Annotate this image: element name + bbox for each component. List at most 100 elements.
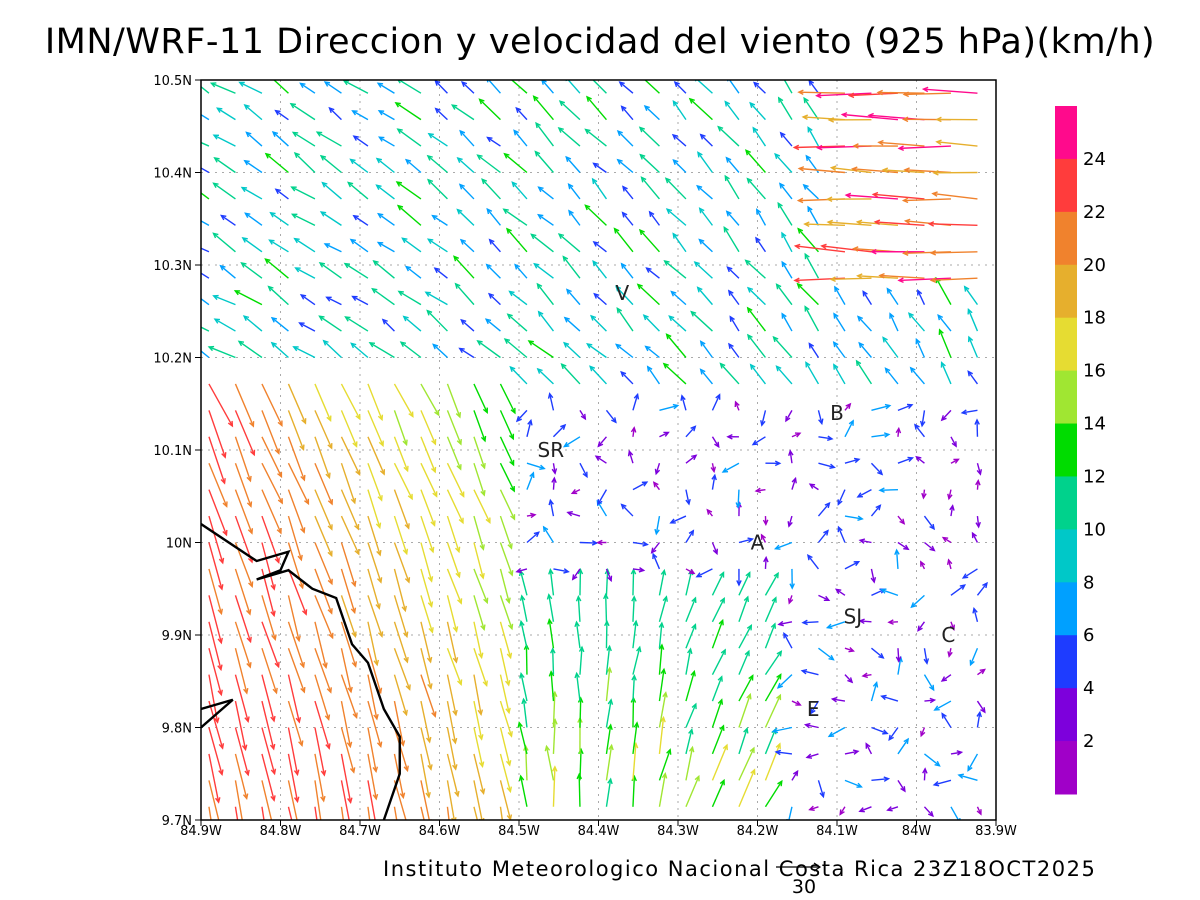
x-tick-label: 84.7W — [339, 824, 381, 839]
wind-vector — [446, 806, 450, 820]
wind-vector — [261, 621, 280, 669]
wind-vector — [319, 154, 342, 174]
wind-vector — [605, 568, 613, 583]
wind-vector — [659, 403, 680, 412]
wind-vector — [367, 753, 379, 801]
wind-vector — [887, 619, 898, 625]
wind-vector — [551, 765, 558, 807]
wind-vector — [476, 154, 501, 174]
wind-vector — [420, 753, 431, 799]
wind-vector — [557, 126, 581, 147]
wind-vector — [603, 592, 609, 622]
wind-vector — [458, 183, 475, 200]
wind-vector — [261, 489, 282, 535]
wind-vector — [699, 340, 714, 358]
wind-vector — [897, 277, 951, 284]
wind-vector — [578, 645, 585, 675]
wind-vector — [393, 595, 409, 639]
wind-vector — [967, 307, 979, 332]
wind-vectors — [201, 80, 988, 820]
wind-vector — [372, 259, 395, 279]
wind-vector — [897, 737, 910, 755]
wind-vector — [711, 393, 721, 411]
wind-vector — [503, 338, 528, 359]
wind-vector — [870, 568, 877, 584]
wind-vector — [817, 780, 825, 799]
wind-vector — [777, 620, 793, 627]
colorbar-label: 8 — [1083, 572, 1094, 593]
wind-vector — [577, 696, 584, 728]
wind-vector — [404, 265, 422, 279]
wind-vector — [889, 312, 899, 332]
x-tick-label: 84.1W — [816, 824, 858, 839]
wind-vector — [287, 436, 306, 482]
x-tick-label: 83.9W — [975, 824, 1017, 839]
wind-vector — [738, 692, 752, 728]
wind-vector — [884, 367, 899, 385]
wind-vector — [935, 276, 952, 305]
wind-vector — [208, 410, 227, 459]
wind-vector — [291, 131, 316, 147]
wind-vector — [746, 333, 767, 358]
wind-vector — [834, 588, 846, 596]
y-tick-label: 9.8N — [162, 722, 192, 737]
wind-vector — [234, 436, 252, 483]
wind-vector — [923, 648, 930, 665]
wind-vector — [446, 383, 462, 419]
wind-vector — [596, 539, 607, 546]
coastline-gulf — [201, 523, 401, 820]
wind-vector — [630, 696, 637, 728]
wind-vector — [613, 227, 634, 253]
wind-vector — [201, 220, 210, 226]
place-labels: V B SR A SJ C E — [538, 281, 956, 721]
wind-vector — [420, 621, 433, 664]
wind-vector — [420, 436, 437, 474]
wind-vector — [665, 208, 687, 226]
wind-vector — [207, 345, 236, 359]
wind-vector — [237, 340, 263, 359]
wind-vector — [870, 681, 879, 702]
wind-vector — [796, 282, 819, 306]
wind-vector — [834, 285, 846, 305]
wind-vector — [314, 462, 334, 506]
wind-vector — [764, 779, 783, 808]
wind-vector — [929, 250, 978, 256]
x-tick-label: 84.8W — [260, 824, 302, 839]
colorbar-label: 18 — [1083, 308, 1106, 329]
wind-vector — [728, 342, 740, 358]
wind-vector — [947, 648, 953, 658]
wind-vector — [652, 481, 661, 491]
wind-vector — [586, 95, 607, 121]
wind-vector — [671, 133, 687, 147]
wind-vector — [870, 248, 925, 255]
wind-vector — [377, 212, 395, 226]
wind-vector — [446, 727, 458, 771]
wind-vector — [940, 409, 952, 422]
wind-vector — [922, 767, 928, 781]
wind-vector — [533, 262, 554, 279]
wind-vector — [289, 102, 316, 121]
wind-vector — [946, 558, 953, 570]
wind-vector — [808, 805, 819, 811]
wind-vector — [212, 134, 236, 147]
wind-vector — [577, 567, 584, 596]
wind-vector — [858, 538, 872, 544]
wind-vector — [738, 595, 750, 623]
wind-vector — [420, 542, 434, 583]
wind-vector — [642, 314, 660, 332]
wind-vector — [446, 674, 458, 717]
wind-vector — [654, 463, 661, 476]
place-label-e: E — [807, 697, 820, 721]
wind-vector — [393, 515, 409, 556]
wind-vector — [844, 515, 864, 521]
wind-vector — [764, 596, 777, 623]
wind-vector — [325, 296, 342, 306]
wind-vector — [856, 273, 898, 279]
wind-vector — [764, 742, 781, 781]
wind-vector — [367, 621, 380, 667]
wind-vector — [234, 383, 255, 428]
wind-vector — [847, 92, 898, 99]
wind-vector — [261, 462, 283, 505]
wind-vector — [367, 542, 383, 584]
colorbar-label: 24 — [1083, 149, 1106, 170]
